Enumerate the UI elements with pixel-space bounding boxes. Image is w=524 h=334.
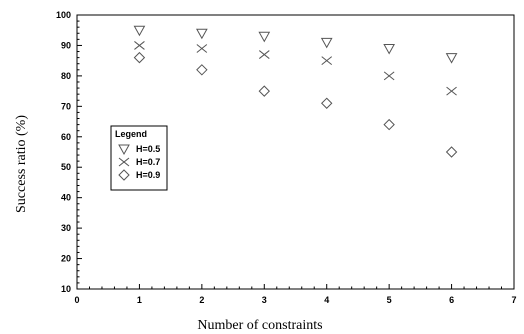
x-tick-label: 0 (74, 295, 79, 305)
y-tick-label: 20 (61, 254, 71, 264)
x-tick-label: 2 (199, 295, 204, 305)
y-tick-label: 10 (61, 284, 71, 294)
legend-title: Legend (115, 129, 147, 139)
data-point-triangle-down (445, 53, 458, 64)
y-tick-label: 50 (61, 162, 71, 172)
data-point-triangle-down (320, 37, 333, 49)
legend-box (110, 125, 168, 191)
x-tick-label: 7 (511, 295, 516, 305)
x-tick-label: 4 (324, 295, 329, 305)
legend-marker-diamond (118, 169, 130, 181)
y-axis-title: Success ratio (%) (14, 115, 29, 213)
y-tick-label: 30 (61, 223, 71, 233)
data-point-x (196, 44, 208, 53)
data-point-x (383, 71, 395, 81)
data-marks (133, 25, 458, 158)
data-point-diamond (383, 118, 395, 131)
x-tick-label: 5 (387, 295, 392, 305)
y-tick-label: 100 (56, 10, 71, 20)
x-tick-label: 3 (262, 295, 267, 305)
data-point-triangle-down (383, 43, 395, 55)
y-tick-label: 40 (61, 193, 71, 203)
y-tick-label: 60 (61, 132, 71, 142)
data-point-diamond (445, 146, 458, 158)
legend-marker-triangle-down (118, 144, 130, 156)
data-point-triangle-down (196, 28, 208, 40)
data-point-triangle-down (258, 31, 271, 43)
legend-label: H=0.7 (136, 157, 160, 167)
legend-items: H=0.5 H=0.7 H=0.9 (118, 144, 160, 181)
legend: Legend H=0.5 H=0.7 H=0.9 (110, 125, 168, 191)
y-tick-label: 70 (61, 101, 71, 111)
data-point-diamond (258, 85, 270, 97)
legend-label: H=0.9 (136, 170, 160, 180)
y-tick-label: 80 (61, 71, 71, 81)
tick-labels: 0 1 2 3 4 5 6 7 10 20 30 40 50 60 70 80 90 100 (56, 10, 517, 305)
x-tick-label: 6 (449, 295, 454, 305)
legend-marker-x (118, 157, 130, 167)
data-point-x (258, 50, 270, 59)
data-point-triangle-down (133, 25, 146, 37)
data-point-diamond (321, 97, 333, 109)
data-point-x (446, 86, 457, 96)
axis-ticks (76, 14, 515, 290)
legend-label: H=0.5 (136, 144, 160, 154)
x-axis-title: Number of constraints (197, 318, 322, 333)
data-point-x (321, 56, 333, 66)
data-point-diamond (133, 51, 146, 64)
data-point-diamond (196, 64, 208, 76)
data-point-x (134, 41, 145, 50)
plot-frame (76, 14, 515, 290)
y-tick-label: 90 (61, 40, 71, 50)
x-tick-label: 1 (137, 295, 142, 305)
